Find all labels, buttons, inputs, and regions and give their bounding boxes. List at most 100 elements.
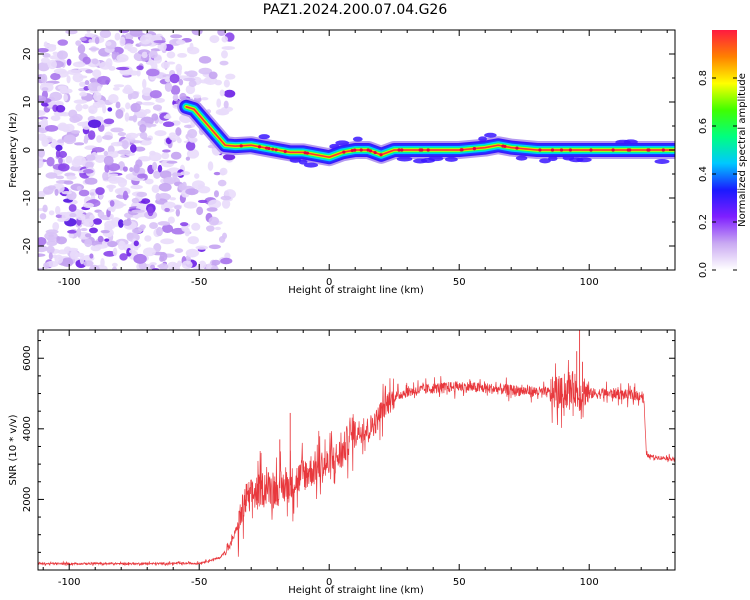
noise-blob (211, 259, 221, 266)
noise-blob (208, 244, 221, 250)
noise-blob (206, 207, 218, 212)
noise-blob (112, 86, 120, 91)
noise-blob (77, 121, 90, 127)
noise-blob (96, 85, 102, 92)
noise-blob (219, 169, 226, 176)
colorbar-label: Normalized spectral amplitude (737, 73, 748, 227)
ridge-peak (460, 148, 464, 152)
ridge-peak (559, 148, 564, 152)
noise-blob (66, 175, 77, 180)
noise-blob (129, 167, 134, 173)
noise-blob (186, 70, 198, 78)
noise-blob (109, 200, 115, 207)
noise-blob (79, 255, 85, 265)
noise-blob (163, 176, 176, 185)
noise-blob (38, 237, 47, 246)
noise-blob (57, 249, 70, 255)
noise-blob (119, 253, 128, 261)
ridge-peak (501, 144, 505, 148)
noise-blob (63, 93, 69, 102)
ridge-peak (515, 146, 519, 150)
noise-blob (208, 71, 218, 80)
noise-blob (144, 137, 152, 141)
noise-blob (82, 104, 89, 110)
noise-blob (63, 180, 74, 185)
ridge-peak (379, 153, 383, 157)
ridge-peak (538, 148, 542, 152)
noise-blob (57, 163, 70, 172)
noise-blob (133, 253, 147, 264)
noise-blob (136, 191, 148, 198)
noise-blob (177, 260, 182, 267)
noise-blob (104, 163, 110, 174)
noise-blob (85, 154, 96, 161)
noise-blob (118, 219, 124, 228)
ridge-bump (444, 156, 458, 162)
noise-blob (62, 128, 71, 133)
noise-blob (95, 154, 107, 159)
noise-blob (166, 51, 176, 59)
noise-blob (112, 203, 127, 207)
spectrogram-ridge (177, 97, 675, 168)
noise-blob (133, 240, 139, 247)
noise-blob (103, 118, 115, 125)
colorbar-tick-label: 0.4 (698, 166, 709, 182)
noise-blob (41, 118, 48, 127)
noise-blob (217, 109, 230, 116)
noise-blob (177, 52, 188, 58)
noise-blob (55, 175, 65, 180)
noise-blob (187, 236, 199, 245)
ridge-peak (342, 150, 346, 154)
noise-blob (110, 127, 124, 133)
noise-blob (172, 94, 179, 102)
noise-blob (42, 204, 48, 213)
noise-blob (160, 238, 175, 245)
noise-blob (50, 115, 61, 121)
noise-blob (82, 56, 91, 65)
ridge-bump (396, 156, 413, 162)
noise-blob (164, 82, 173, 92)
noise-blob (83, 218, 94, 227)
noise-blob (77, 44, 86, 54)
noise-blob (139, 131, 148, 140)
noise-blob (205, 225, 215, 232)
ridge-bump (428, 156, 444, 162)
noise-blob (198, 67, 213, 75)
noise-blob (159, 255, 165, 262)
noise-blob (138, 225, 145, 232)
noise-blob (185, 188, 199, 195)
noise-blob (38, 148, 45, 158)
colorbar: 0.0 0.2 0.4 0.6 0.8 Normalized spectral ampl… (698, 30, 748, 278)
noise-blob (162, 121, 175, 128)
ridge-bump (329, 143, 340, 149)
noise-blob (153, 40, 166, 44)
noise-blob (170, 151, 182, 160)
ridge-peak (400, 148, 404, 152)
snr-x-tick-label: -50 (191, 577, 207, 588)
noise-blob (66, 75, 71, 84)
noise-blob (38, 110, 46, 116)
noise-blob (153, 243, 162, 253)
noise-blob (66, 58, 72, 66)
noise-blob (174, 205, 182, 210)
noise-blob (160, 42, 167, 51)
noise-blob (38, 127, 45, 131)
noise-blob (71, 130, 81, 134)
noise-blob (47, 59, 57, 70)
noise-blob (127, 47, 132, 52)
noise-blob (94, 36, 100, 45)
noise-blob (140, 198, 151, 204)
noise-blob (130, 144, 137, 153)
spectrogram-y-tick-label: 20 (22, 48, 33, 61)
noise-blob (89, 264, 100, 270)
snr-x-tick-label: -100 (58, 577, 81, 588)
noise-blob (170, 34, 183, 39)
ridge-peak (426, 148, 430, 152)
noise-blob (84, 80, 90, 86)
noise-blob (175, 208, 181, 217)
noise-blob (55, 105, 66, 113)
noise-blob (59, 88, 73, 94)
noise-blob (199, 79, 212, 84)
noise-blob (122, 219, 132, 226)
